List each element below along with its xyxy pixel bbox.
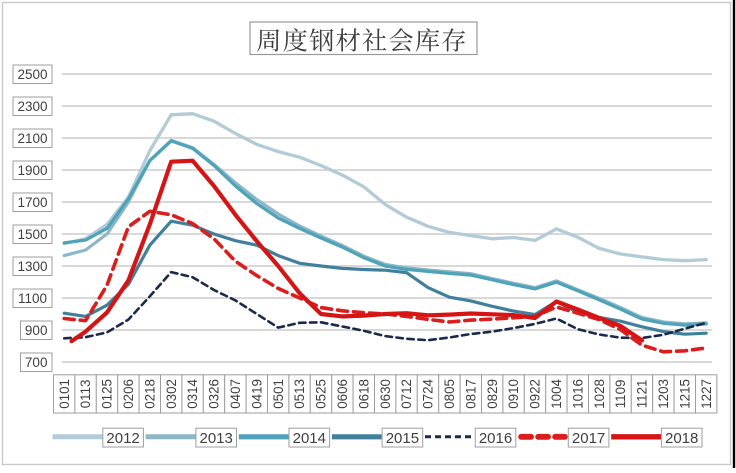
- svg-text:0630: 0630: [378, 379, 393, 409]
- svg-text:0113: 0113: [78, 380, 93, 409]
- svg-text:0125: 0125: [100, 379, 115, 409]
- svg-text:0817: 0817: [463, 379, 478, 409]
- svg-text:0206: 0206: [121, 379, 136, 409]
- svg-text:0724: 0724: [421, 378, 436, 408]
- svg-text:700: 700: [25, 355, 48, 370]
- svg-text:2500: 2500: [17, 67, 47, 82]
- svg-text:0101: 0101: [57, 379, 72, 409]
- svg-text:1300: 1300: [17, 259, 47, 274]
- svg-text:1203: 1203: [656, 379, 671, 409]
- svg-text:1109: 1109: [613, 380, 628, 409]
- svg-text:2300: 2300: [17, 99, 47, 114]
- svg-text:1028: 1028: [592, 379, 607, 409]
- svg-text:0525: 0525: [314, 379, 329, 409]
- svg-text:1227: 1227: [699, 379, 714, 409]
- svg-text:0910: 0910: [506, 379, 521, 409]
- svg-text:0922: 0922: [528, 379, 543, 409]
- svg-text:2017: 2017: [572, 430, 605, 447]
- svg-text:0218: 0218: [142, 379, 157, 409]
- svg-text:0805: 0805: [442, 379, 457, 409]
- svg-text:0513: 0513: [292, 379, 307, 409]
- svg-text:0302: 0302: [164, 379, 179, 409]
- svg-text:1004: 1004: [549, 378, 564, 408]
- svg-text:0314: 0314: [185, 378, 200, 408]
- svg-text:2012: 2012: [106, 430, 139, 447]
- svg-text:0326: 0326: [207, 379, 222, 409]
- svg-text:1900: 1900: [17, 163, 47, 178]
- svg-text:2014: 2014: [293, 430, 326, 447]
- svg-text:2100: 2100: [17, 131, 47, 146]
- svg-text:1500: 1500: [17, 227, 47, 242]
- svg-text:1700: 1700: [17, 195, 47, 210]
- svg-text:1100: 1100: [18, 291, 47, 306]
- svg-text:0829: 0829: [485, 379, 500, 409]
- svg-text:0407: 0407: [228, 379, 243, 409]
- svg-text:0501: 0501: [271, 379, 286, 409]
- svg-text:2016: 2016: [479, 430, 512, 447]
- svg-text:0419: 0419: [249, 379, 264, 409]
- svg-text:2018: 2018: [665, 430, 698, 447]
- svg-text:2013: 2013: [200, 430, 233, 447]
- svg-text:1016: 1016: [570, 379, 585, 409]
- svg-text:900: 900: [25, 323, 48, 338]
- svg-text:0606: 0606: [335, 379, 350, 409]
- svg-text:2015: 2015: [386, 430, 419, 447]
- svg-text:1121: 1121: [635, 380, 650, 409]
- svg-text:0618: 0618: [356, 379, 371, 409]
- svg-text:0712: 0712: [399, 379, 414, 409]
- svg-text:1215: 1215: [677, 379, 692, 409]
